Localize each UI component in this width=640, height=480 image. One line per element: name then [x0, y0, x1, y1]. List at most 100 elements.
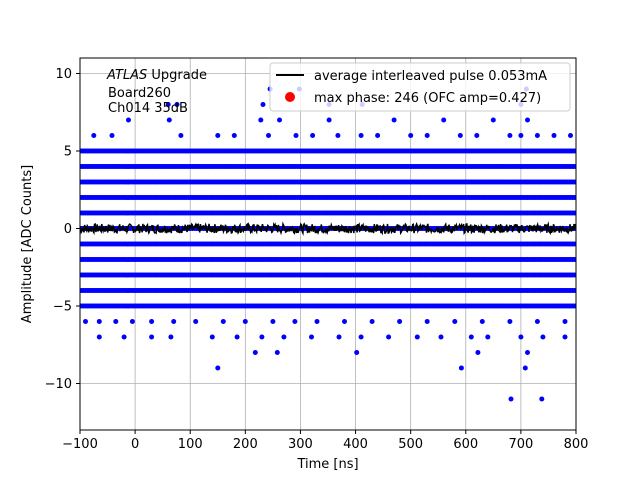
data-point: [475, 350, 481, 355]
y-axis-ticks: −10 −5 0 5 10: [45, 67, 80, 392]
data-point: [113, 319, 119, 324]
data-point: [572, 257, 576, 262]
average-pulse-line: [80, 221, 576, 237]
annotation-line-1: ATLAS Upgrade: [106, 68, 207, 83]
data-point: [508, 396, 514, 402]
data-point: [258, 117, 264, 123]
data-point: [109, 133, 115, 138]
data-point: [572, 148, 576, 154]
x-tick-label: 500: [398, 437, 423, 452]
data-point: [534, 133, 540, 138]
y-tick-label: −10: [45, 377, 72, 392]
data-point: [220, 319, 226, 324]
data-point: [259, 334, 265, 340]
data-point: [414, 334, 420, 340]
data-point: [572, 272, 576, 278]
y-tick-label: 0: [64, 222, 72, 237]
data-point: [562, 334, 568, 340]
legend: average interleaved pulse 0.053mA max ph…: [269, 62, 571, 112]
data-point: [507, 133, 513, 138]
x-tick-label: 100: [178, 437, 203, 452]
data-point: [572, 210, 576, 216]
data-point: [458, 365, 464, 371]
data-point: [358, 133, 364, 138]
data-point: [551, 133, 557, 138]
x-axis-ticks: −100 0 100 200 300 400 500 600 700 800: [62, 430, 588, 452]
data-point: [518, 133, 524, 138]
data-point: [562, 319, 568, 324]
data-point: [129, 319, 135, 324]
data-point: [572, 195, 576, 200]
data-point: [391, 117, 397, 123]
x-tick-label: 0: [131, 437, 139, 452]
x-tick-label: 800: [564, 437, 589, 452]
x-tick-label: 200: [233, 437, 258, 452]
data-point: [424, 133, 430, 138]
data-point: [165, 102, 171, 107]
data-point: [468, 334, 474, 340]
atlas-label: ATLAS: [106, 68, 147, 83]
pulse-line: [80, 221, 576, 237]
data-point: [326, 117, 332, 123]
data-point: [168, 334, 174, 340]
data-point: [274, 350, 280, 355]
data-point: [310, 133, 316, 138]
data-point: [568, 133, 573, 138]
data-point: [572, 179, 576, 185]
data-point: [408, 133, 414, 138]
data-point: [293, 133, 299, 138]
y-tick-label: −5: [53, 300, 72, 315]
x-tick-label: 300: [288, 437, 313, 452]
annotation: ATLAS Upgrade Board260 Ch014 35dB: [106, 68, 207, 116]
data-point: [474, 133, 480, 138]
data-point: [91, 133, 97, 138]
data-point: [485, 334, 491, 340]
data-point: [149, 319, 155, 324]
data-point: [342, 319, 347, 324]
data-point: [335, 133, 341, 138]
data-point: [354, 350, 360, 355]
data-point: [369, 319, 375, 324]
data-point: [270, 319, 276, 324]
data-point: [121, 334, 127, 340]
data-point: [215, 133, 221, 138]
data-point: [540, 334, 546, 340]
legend-entry-pulse: average interleaved pulse 0.053mA: [314, 69, 547, 84]
data-point: [234, 334, 240, 340]
data-point: [572, 164, 576, 169]
annotation-line-2: Board260: [108, 86, 171, 101]
y-tick-label: 10: [55, 67, 72, 82]
data-point: [438, 334, 444, 340]
x-tick-label: 600: [453, 437, 478, 452]
data-point: [572, 241, 576, 247]
data-point: [83, 319, 88, 324]
data-point: [309, 334, 314, 340]
upgrade-label: Upgrade: [147, 68, 207, 83]
data-point: [358, 334, 364, 340]
data-point: [96, 334, 102, 340]
data-point: [457, 133, 463, 138]
data-point: [572, 303, 576, 309]
data-point: [452, 319, 458, 324]
data-point: [242, 319, 248, 324]
data-point: [178, 133, 184, 138]
data-point: [174, 102, 180, 107]
data-point: [126, 117, 131, 123]
x-tick-label: −100: [62, 437, 98, 452]
data-points: [80, 86, 576, 402]
legend-dot-marker: [285, 92, 295, 102]
data-point: [534, 319, 540, 324]
plot-frame: [79, 57, 577, 431]
data-point: [375, 133, 381, 138]
data-point: [314, 319, 320, 324]
data-point: [490, 117, 496, 123]
data-point: [171, 319, 177, 324]
legend-entry-max-phase: max phase: 246 (OFC amp=0.427): [314, 91, 541, 106]
x-axis-label: Time [ns]: [296, 457, 358, 472]
data-point: [193, 319, 199, 324]
x-tick-label: 400: [343, 437, 368, 452]
y-axis-label: Amplitude [ADC Counts]: [20, 165, 35, 323]
data-point: [525, 117, 530, 123]
data-point: [522, 365, 528, 371]
